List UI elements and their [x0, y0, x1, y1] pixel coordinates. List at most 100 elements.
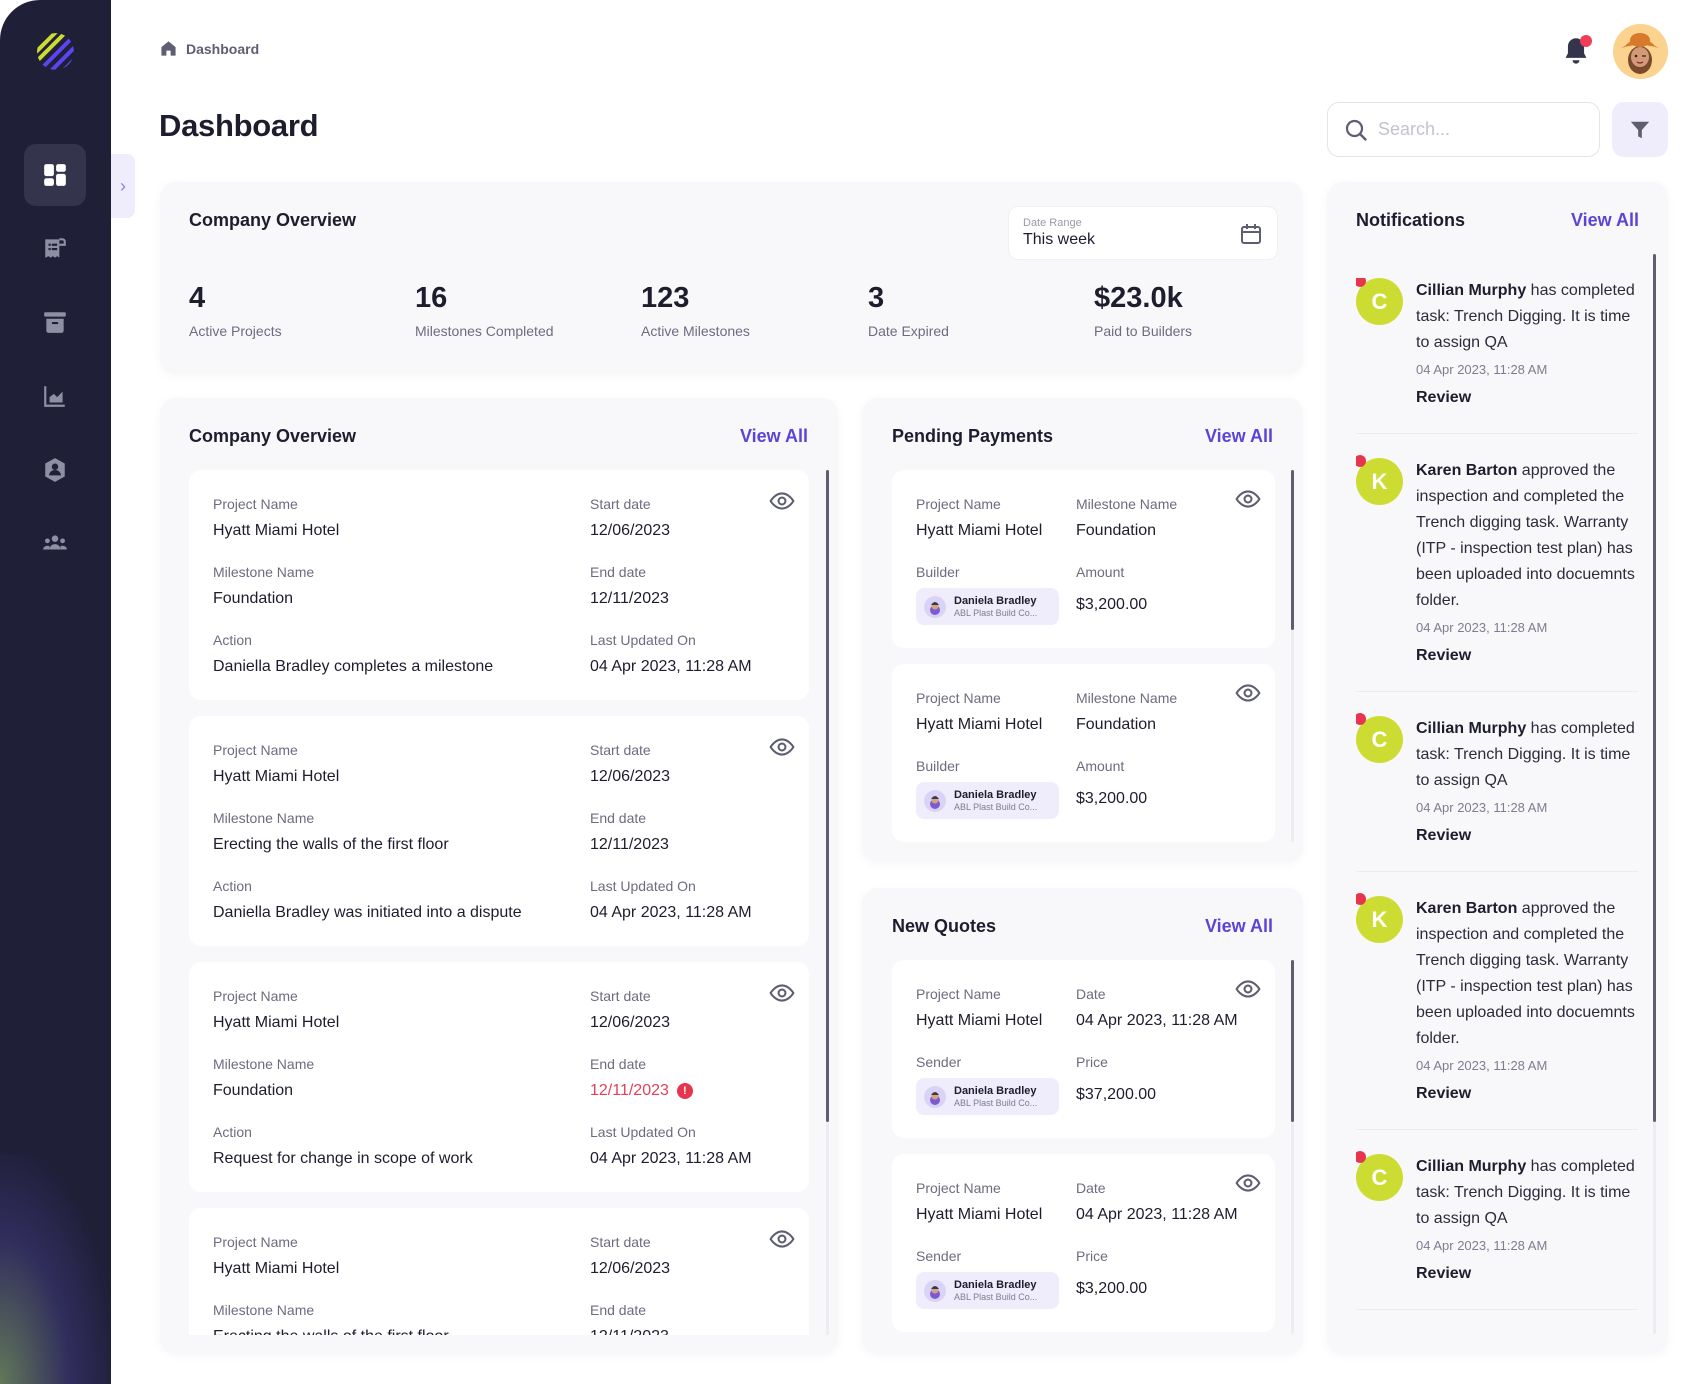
stat-label: Active Projects [189, 323, 282, 339]
notifications-view-all-link[interactable]: View All [1570, 210, 1639, 230]
notifications-scrollbar[interactable] [1653, 254, 1656, 1122]
end-date: 12/11/2023 [590, 1328, 669, 1335]
filter-button[interactable] [1612, 102, 1668, 157]
sender-name: Daniela Bradley [954, 1279, 1037, 1291]
activity-card: Project Name Hyatt Miami Hotel Start date… [189, 1208, 809, 1335]
view-quote-button[interactable] [1235, 1170, 1261, 1201]
overview-title: Company Overview [189, 210, 357, 230]
quotes-scrollbar[interactable] [1291, 960, 1294, 1122]
stat-label: Milestones Completed [415, 323, 554, 339]
stat-active-milestones: 123 Active Milestones [641, 282, 750, 339]
search-input[interactable] [1378, 119, 1578, 140]
sidebar-item-invoices[interactable] [24, 217, 86, 279]
home-icon[interactable] [160, 40, 177, 57]
activity-list: Project Name Hyatt Miami Hotel Start date… [189, 470, 809, 1335]
sender-label: Sender [916, 1248, 962, 1264]
milestone-name-label: Milestone Name [1076, 496, 1178, 512]
pending-view-all-link[interactable]: View All [1204, 426, 1273, 446]
view-payment-button[interactable] [1235, 486, 1261, 517]
notification-text: Cillian Murphy has completed task: Trenc… [1416, 1154, 1638, 1232]
review-link[interactable]: Review [1416, 827, 1472, 844]
stat-milestones-completed: 16 Milestones Completed [415, 282, 554, 339]
pending-payment-card: Project Name Hyatt Miami Hotel Milestone … [892, 470, 1275, 648]
builder-chip[interactable]: Daniela Bradley ABL Plast Build Co... [916, 588, 1059, 625]
new-quotes-panel: New Quotes View All Project Name Hyatt Mi… [862, 888, 1303, 1354]
sidebar-item-archive[interactable] [24, 291, 86, 353]
last-updated: 04 Apr 2023, 11:28 AM [590, 658, 752, 675]
view-activity-button[interactable] [769, 734, 795, 765]
sidebar-item-analytics[interactable] [24, 365, 86, 427]
start-date: 12/06/2023 [590, 1014, 671, 1031]
sidebar-item-dashboard[interactable] [24, 144, 86, 206]
avatar-initial: C [1371, 1164, 1388, 1190]
sender-chip[interactable]: Daniela Bradley ABL Plast Build Co... [916, 1272, 1059, 1309]
date-range-picker[interactable]: Date Range This week [1008, 206, 1278, 260]
notification-actor: Cillian Murphy [1416, 282, 1527, 299]
notification-actor: Cillian Murphy [1416, 720, 1527, 737]
project-name: Hyatt Miami Hotel [916, 1012, 1043, 1029]
quotes-view-all-link[interactable]: View All [1204, 916, 1273, 936]
view-quote-button[interactable] [1235, 976, 1261, 1007]
quotes-title: New Quotes [892, 916, 997, 936]
activity-scrollbar[interactable] [826, 470, 829, 1122]
person-avatar [924, 1279, 946, 1302]
notification-item: K Karen Barton approved the inspection a… [1356, 455, 1638, 692]
end-date-label: End date [590, 1302, 647, 1318]
notifications-panel: Notifications View All C Cillian Murphy … [1327, 182, 1668, 1354]
last-updated: 04 Apr 2023, 11:28 AM [590, 904, 752, 921]
breadcrumb-item-dashboard[interactable]: Dashboard [186, 40, 260, 57]
eye-icon [1235, 1174, 1261, 1192]
sender-chip[interactable]: Daniela Bradley ABL Plast Build Co... [916, 1078, 1059, 1115]
notification-actor: Karen Barton [1416, 462, 1518, 479]
quotes-list: Project Name Hyatt Miami Hotel Date 04 Apr… [892, 960, 1275, 1334]
notification-badge [1580, 35, 1592, 47]
end-date: 12/11/2023! [590, 1082, 693, 1100]
eye-icon [1235, 684, 1261, 702]
milestone-name: Erecting the walls of the first floor [213, 836, 449, 853]
builder-chip[interactable]: Daniela Bradley ABL Plast Build Co... [916, 782, 1059, 819]
price-label: Price [1076, 1054, 1108, 1070]
view-activity-button[interactable] [769, 488, 795, 519]
last-updated-label: Last Updated On [590, 878, 696, 894]
person-avatar [924, 789, 946, 812]
start-date: 12/06/2023 [590, 1260, 671, 1277]
milestone-name-label: Milestone Name [1076, 690, 1178, 706]
page-title: Dashboard [159, 108, 319, 143]
sender-label: Sender [916, 1054, 962, 1070]
view-activity-button[interactable] [769, 1226, 795, 1257]
review-link[interactable]: Review [1416, 647, 1472, 664]
filter-icon [1630, 121, 1650, 138]
milestone-name-label: Milestone Name [213, 1302, 315, 1318]
eye-icon [769, 492, 795, 510]
notifications-list: C Cillian Murphy has completed task: Tre… [1356, 278, 1638, 1338]
avatar-initial: K [1371, 906, 1388, 932]
stat-value: $23.0k [1094, 282, 1183, 314]
notification-message: has completed task: Trench Digging. It i… [1416, 1158, 1635, 1227]
user-avatar[interactable] [1613, 24, 1668, 79]
view-activity-button[interactable] [769, 980, 795, 1011]
notification-time: 04 Apr 2023, 11:28 AM [1416, 1238, 1548, 1253]
builder-company: ABL Plast Build Co... [954, 802, 1038, 812]
sidebar-item-team[interactable] [24, 512, 86, 574]
price: $3,200.00 [1076, 1280, 1148, 1297]
review-link[interactable]: Review [1416, 389, 1472, 406]
sidebar-item-profile[interactable] [24, 439, 86, 501]
project-name: Hyatt Miami Hotel [916, 1206, 1043, 1223]
activity-view-all-link[interactable]: View All [739, 426, 808, 446]
review-link[interactable]: Review [1416, 1265, 1472, 1282]
eye-icon [1235, 980, 1261, 998]
app-logo[interactable] [37, 33, 74, 70]
project-name-label: Project Name [213, 496, 298, 512]
view-payment-button[interactable] [1235, 680, 1261, 711]
review-link[interactable]: Review [1416, 1085, 1472, 1102]
stat-active-projects: 4 Active Projects [189, 282, 282, 339]
pending-scroll-track [1291, 470, 1294, 842]
stat-label: Active Milestones [641, 323, 750, 339]
stat-value: 123 [641, 282, 690, 314]
activity-card: Project Name Hyatt Miami Hotel Start date… [189, 962, 809, 1192]
milestone-name: Foundation [1076, 522, 1157, 539]
sidebar-expand-button[interactable]: › [111, 154, 135, 218]
start-date-label: Start date [590, 496, 651, 512]
pending-scrollbar[interactable] [1291, 470, 1294, 630]
grid-icon [44, 164, 66, 186]
